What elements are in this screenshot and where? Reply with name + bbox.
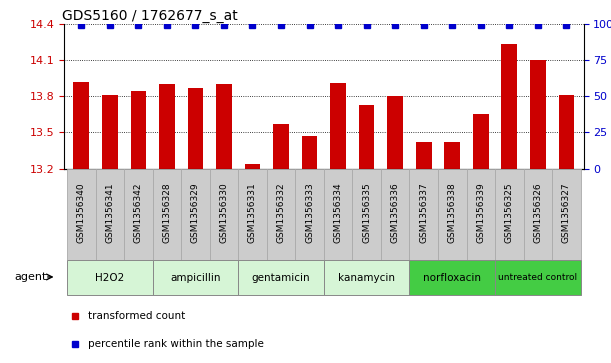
FancyBboxPatch shape — [295, 169, 324, 260]
Text: GSM1356336: GSM1356336 — [390, 182, 400, 243]
FancyBboxPatch shape — [381, 169, 409, 260]
FancyBboxPatch shape — [153, 260, 238, 295]
Text: GDS5160 / 1762677_s_at: GDS5160 / 1762677_s_at — [62, 9, 237, 23]
FancyBboxPatch shape — [495, 169, 524, 260]
FancyBboxPatch shape — [67, 260, 153, 295]
Text: percentile rank within the sample: percentile rank within the sample — [87, 339, 263, 349]
Bar — [416, 142, 431, 169]
Text: GSM1356325: GSM1356325 — [505, 182, 514, 243]
Bar — [387, 96, 403, 169]
FancyBboxPatch shape — [238, 169, 267, 260]
Text: GSM1356331: GSM1356331 — [248, 182, 257, 243]
Bar — [359, 105, 375, 169]
FancyBboxPatch shape — [324, 169, 353, 260]
Bar — [444, 142, 460, 169]
FancyBboxPatch shape — [210, 169, 238, 260]
FancyBboxPatch shape — [524, 169, 552, 260]
Bar — [131, 91, 146, 169]
Bar — [159, 84, 175, 169]
Text: GSM1356327: GSM1356327 — [562, 182, 571, 243]
FancyBboxPatch shape — [181, 169, 210, 260]
Bar — [273, 124, 289, 169]
FancyBboxPatch shape — [438, 169, 467, 260]
Text: GSM1356337: GSM1356337 — [419, 182, 428, 243]
FancyBboxPatch shape — [495, 260, 580, 295]
Text: kanamycin: kanamycin — [338, 273, 395, 283]
FancyBboxPatch shape — [409, 260, 495, 295]
Bar — [302, 136, 317, 169]
Bar — [102, 95, 118, 169]
Text: GSM1356341: GSM1356341 — [105, 182, 114, 243]
Text: GSM1356333: GSM1356333 — [305, 182, 314, 243]
Text: GSM1356339: GSM1356339 — [477, 182, 485, 243]
Text: GSM1356340: GSM1356340 — [77, 182, 86, 243]
Text: agent: agent — [14, 272, 46, 282]
Bar — [558, 95, 574, 169]
FancyBboxPatch shape — [95, 169, 124, 260]
FancyBboxPatch shape — [67, 169, 95, 260]
FancyBboxPatch shape — [153, 169, 181, 260]
FancyBboxPatch shape — [467, 169, 495, 260]
Text: H2O2: H2O2 — [95, 273, 125, 283]
FancyBboxPatch shape — [267, 169, 295, 260]
Bar — [502, 44, 517, 169]
Text: GSM1356335: GSM1356335 — [362, 182, 371, 243]
FancyBboxPatch shape — [124, 169, 153, 260]
Text: norfloxacin: norfloxacin — [423, 273, 481, 283]
Bar — [188, 88, 203, 169]
Bar — [331, 83, 346, 169]
FancyBboxPatch shape — [238, 260, 324, 295]
Text: gentamicin: gentamicin — [252, 273, 310, 283]
Text: GSM1356330: GSM1356330 — [219, 182, 229, 243]
Text: GSM1356332: GSM1356332 — [277, 182, 285, 243]
Bar — [530, 60, 546, 169]
Text: untreated control: untreated control — [499, 273, 577, 282]
Bar — [244, 164, 260, 169]
Text: GSM1356328: GSM1356328 — [163, 182, 171, 243]
Text: GSM1356329: GSM1356329 — [191, 182, 200, 243]
Bar — [216, 84, 232, 169]
FancyBboxPatch shape — [324, 260, 409, 295]
FancyBboxPatch shape — [552, 169, 580, 260]
Text: GSM1356342: GSM1356342 — [134, 182, 143, 242]
Text: ampicillin: ampicillin — [170, 273, 221, 283]
Text: transformed count: transformed count — [87, 311, 185, 321]
Text: GSM1356326: GSM1356326 — [533, 182, 543, 243]
Bar — [73, 82, 89, 169]
FancyBboxPatch shape — [409, 169, 438, 260]
Bar — [473, 114, 489, 169]
Text: GSM1356338: GSM1356338 — [448, 182, 457, 243]
FancyBboxPatch shape — [353, 169, 381, 260]
Text: GSM1356334: GSM1356334 — [334, 182, 343, 243]
